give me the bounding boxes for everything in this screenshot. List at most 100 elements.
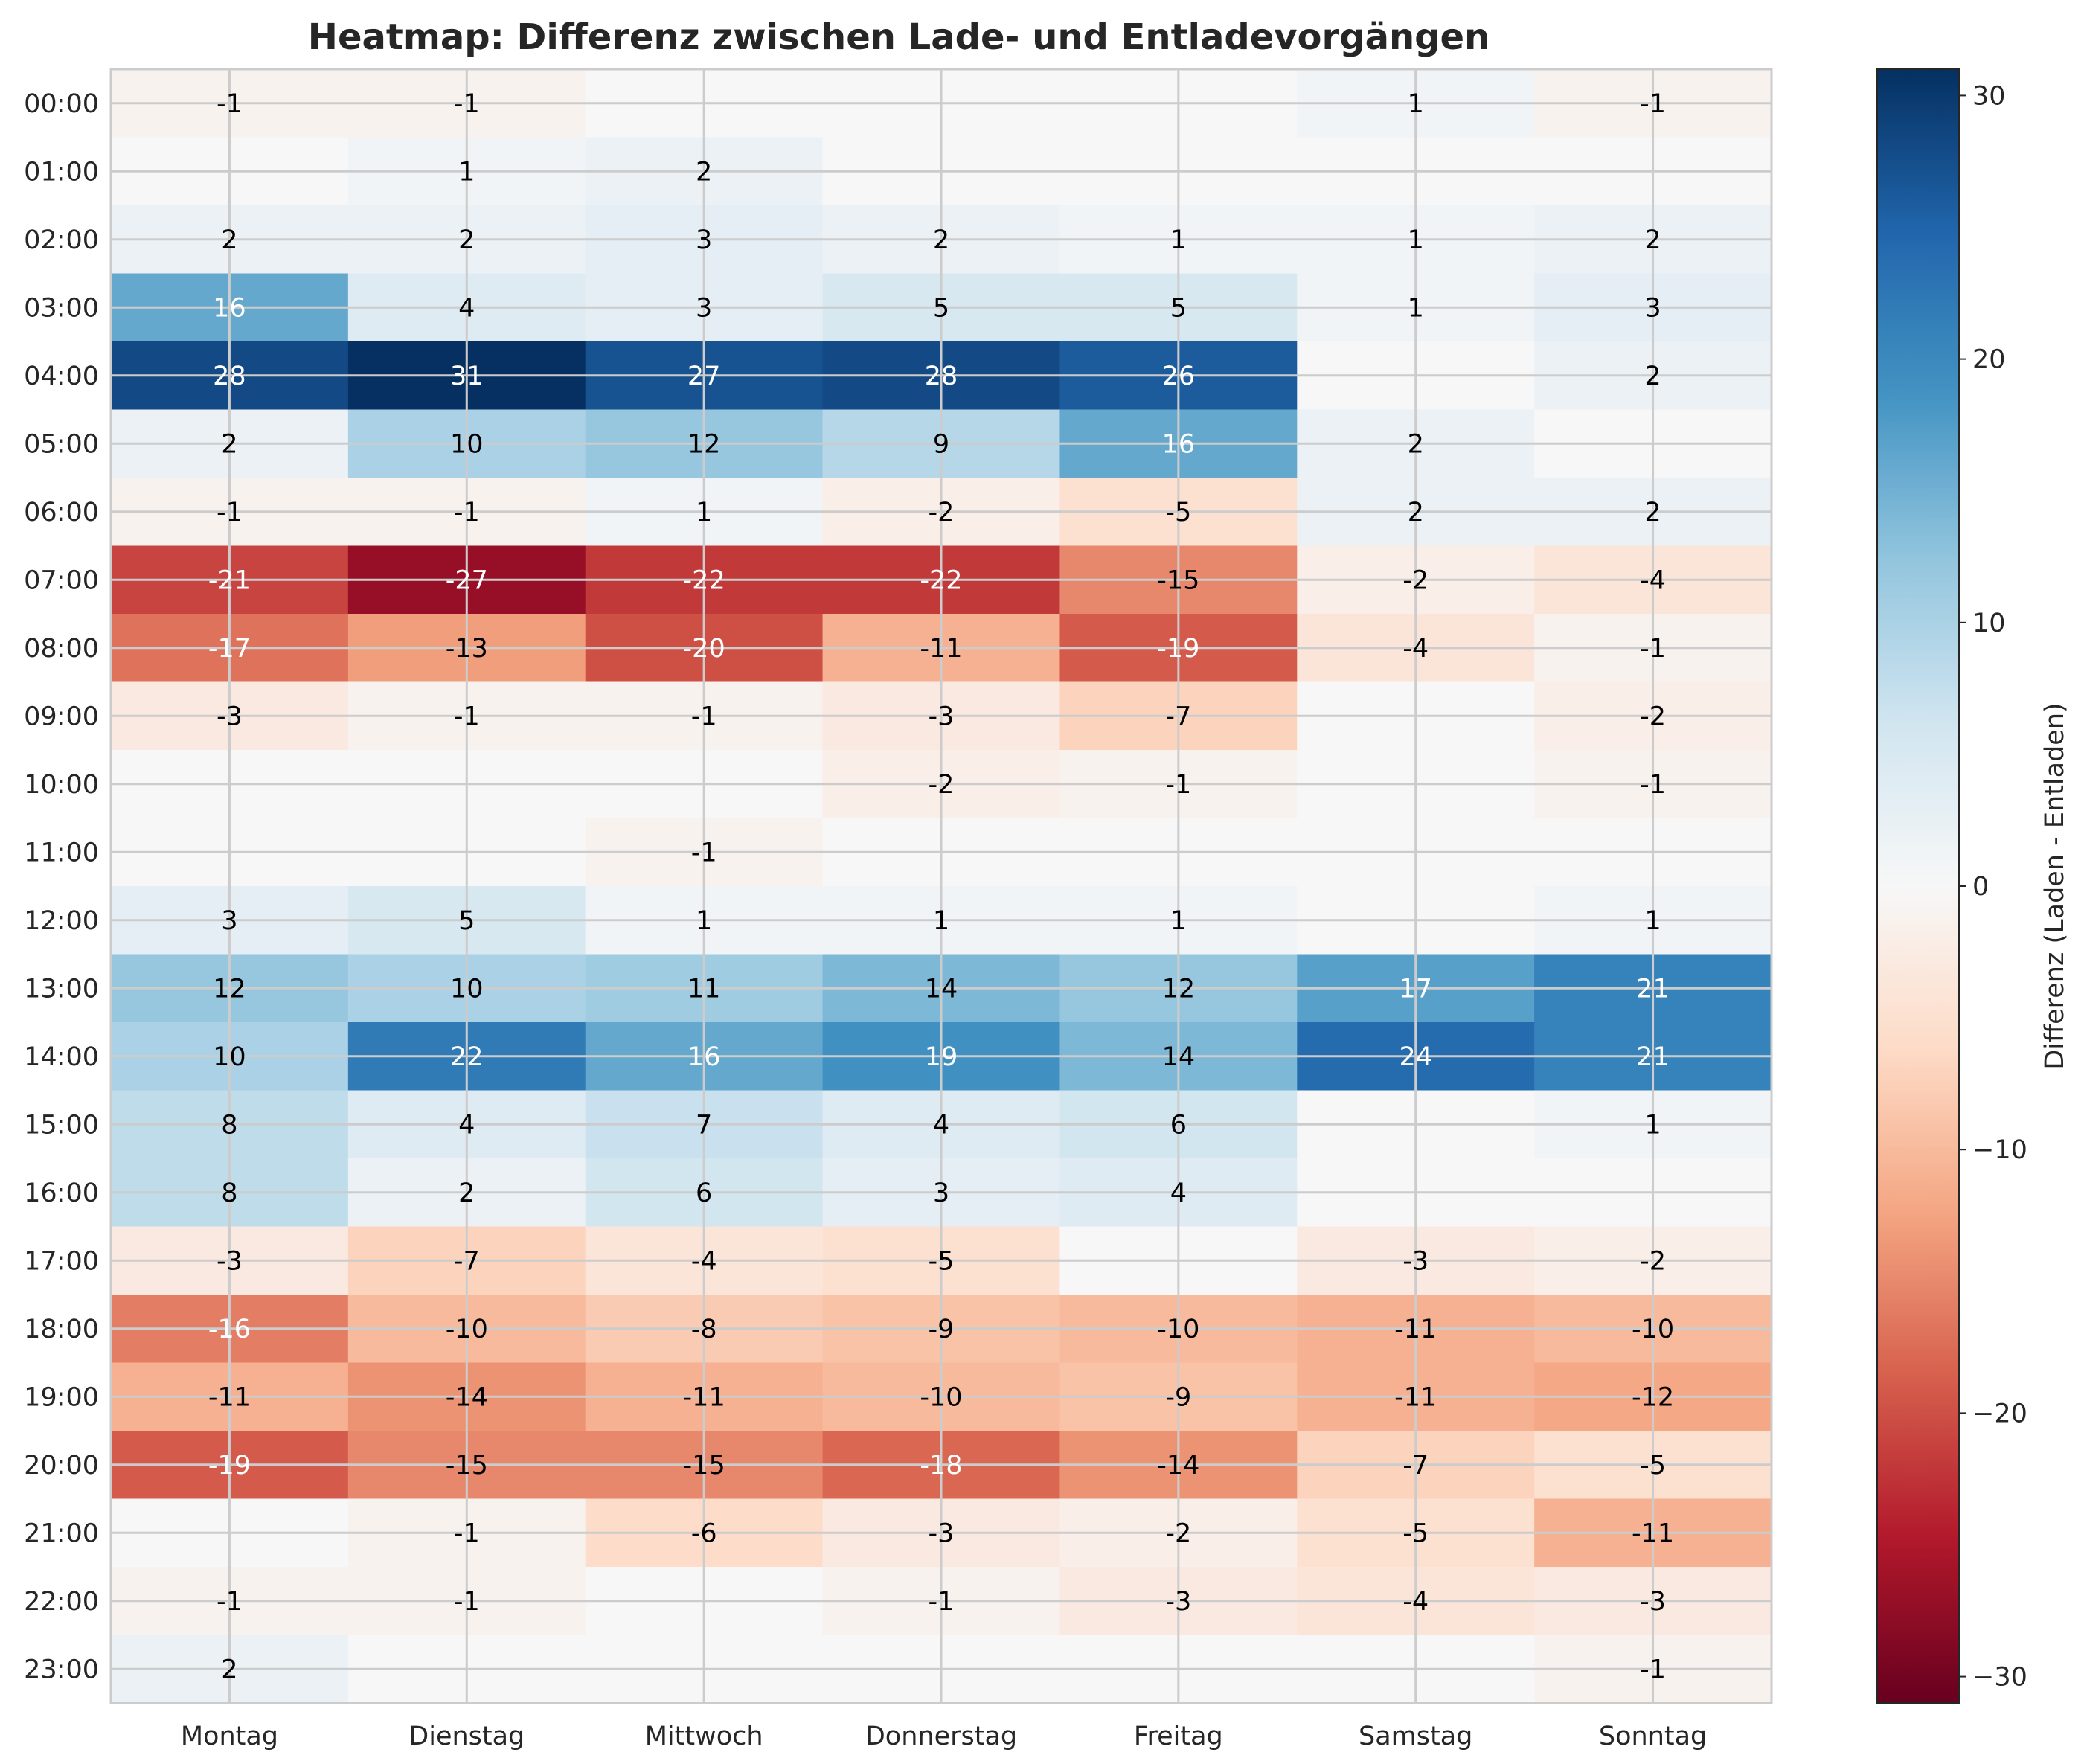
cell-value-label: 14: [925, 974, 958, 1004]
cell-value-label: 22: [450, 1042, 484, 1072]
cell-value-label: -2: [1640, 1246, 1666, 1276]
cell-value-label: -1: [454, 89, 480, 119]
colorbar-tick-label: −30: [1972, 1663, 2027, 1693]
y-tick-label: 21:00: [24, 1518, 99, 1548]
cell-value-label: -1: [454, 702, 480, 731]
cell-value-label: -2: [929, 770, 955, 800]
y-tick-label: 14:00: [24, 1042, 99, 1072]
cell-value-label: 4: [1170, 1178, 1187, 1208]
cell-value-label: 24: [1399, 1042, 1432, 1072]
x-tick-label: Freitag: [1134, 1722, 1223, 1751]
cell-value-label: -1: [1640, 89, 1666, 119]
cell-value-label: -3: [217, 702, 243, 731]
cell-value-label: 2: [1408, 429, 1424, 459]
cell-value-label: -11: [1394, 1315, 1437, 1344]
cell-value-label: 2: [933, 225, 949, 255]
cell-value-label: -1: [217, 498, 243, 527]
cell-value-label: 10: [450, 429, 484, 459]
cell-value-label: 3: [933, 1178, 949, 1208]
y-tick-label: 19:00: [24, 1382, 99, 1412]
cell-value-label: -22: [920, 565, 962, 595]
cell-value-label: 12: [1162, 974, 1196, 1004]
y-tick-label: 01:00: [24, 157, 99, 187]
cell-value-label: -15: [683, 1451, 725, 1481]
cell-value-label: -10: [1157, 1315, 1199, 1344]
cell-value-label: -5: [1165, 498, 1191, 527]
cell-value-label: 1: [1170, 225, 1187, 255]
cell-value-label: 16: [1162, 429, 1196, 459]
colorbar-tick-label: 10: [1972, 609, 2006, 638]
cell-value-label: -2: [1165, 1518, 1191, 1548]
cell-value-label: -19: [1157, 634, 1199, 664]
x-tick-label: Mittwoch: [645, 1722, 763, 1751]
cell-value-label: -21: [208, 565, 251, 595]
cell-value-label: -14: [1157, 1451, 1199, 1481]
y-tick-label: 09:00: [24, 702, 99, 731]
y-tick-label: 23:00: [24, 1655, 99, 1684]
y-tick-label: 13:00: [24, 974, 99, 1004]
cell-value-label: -1: [1640, 634, 1666, 664]
cell-value-label: 5: [1170, 293, 1187, 323]
cell-value-label: 16: [687, 1042, 721, 1072]
cell-value-label: 8: [221, 1110, 237, 1140]
y-tick-label: 17:00: [24, 1246, 99, 1276]
cell-value-label: 1: [458, 157, 475, 187]
cell-value-label: -22: [683, 565, 725, 595]
cell-value-label: 5: [458, 906, 475, 936]
cell-value-label: -14: [446, 1382, 488, 1412]
cell-value-label: -4: [1402, 1587, 1429, 1617]
cell-value-label: -4: [1640, 565, 1666, 595]
colorbar-tick-label: 0: [1972, 872, 1989, 902]
cell-value-label: 3: [221, 906, 237, 936]
cell-value-label: 2: [221, 1655, 237, 1684]
colorbar-tick-label: −20: [1972, 1399, 2027, 1428]
cell-value-label: 5: [933, 293, 949, 323]
cell-value-label: -1: [454, 1518, 480, 1548]
chart-title: Heatmap: Differenz zwischen Lade- und En…: [308, 16, 1490, 58]
cell-value-label: -1: [454, 498, 480, 527]
cell-value-label: 28: [213, 362, 246, 391]
cell-value-label: -9: [1165, 1382, 1191, 1412]
cell-value-label: -16: [208, 1315, 251, 1344]
cell-value-label: -19: [208, 1451, 251, 1481]
cell-value-label: -1: [929, 1587, 955, 1617]
cell-value-label: -10: [920, 1382, 962, 1412]
cell-value-label: -4: [691, 1246, 717, 1276]
cell-value-label: -3: [929, 1518, 955, 1548]
cell-value-label: 2: [1644, 498, 1661, 527]
colorbar-ticks: 30 20 10 0 −10 −20 −30: [1959, 81, 2027, 1693]
cell-value-label: -3: [1165, 1587, 1191, 1617]
cell-value-label: 1: [1408, 293, 1424, 323]
cell-value-label: -7: [1402, 1451, 1429, 1481]
cell-value-label: 2: [1408, 498, 1424, 527]
cell-value-label: 26: [1162, 362, 1196, 391]
y-tick-label: 18:00: [24, 1315, 99, 1344]
cell-value-label: -18: [920, 1451, 962, 1481]
cell-value-label: 14: [1162, 1042, 1196, 1072]
cell-value-label: -1: [691, 838, 717, 867]
y-tick-label: 05:00: [24, 429, 99, 459]
cell-value-label: -1: [217, 1587, 243, 1617]
x-tick-label: Dienstag: [408, 1722, 525, 1751]
cell-value-label: 4: [933, 1110, 949, 1140]
y-tick-label: 07:00: [24, 565, 99, 595]
cell-value-label: -4: [1402, 634, 1429, 664]
cell-value-label: 1: [696, 906, 712, 936]
cell-value-label: -1: [1640, 770, 1666, 800]
cell-value-label: 8: [221, 1178, 237, 1208]
cell-value-label: 2: [221, 429, 237, 459]
y-tick-label: 20:00: [24, 1451, 99, 1481]
y-tick-label: 06:00: [24, 498, 99, 527]
cell-value-label: -2: [1402, 565, 1429, 595]
cell-labels: -1 -1 1 -11 22 2 3 2 1 1 216 4 3 5 5 1 328 31 27 28 26 22 10 12…: [208, 89, 1674, 1685]
cell-value-label: -20: [683, 634, 725, 664]
x-tick-label: Montag: [181, 1722, 278, 1751]
cell-value-label: -3: [217, 1246, 243, 1276]
y-tick-label: 02:00: [24, 225, 99, 255]
cell-value-label: 16: [213, 293, 246, 323]
cell-value-label: 11: [687, 974, 721, 1004]
cell-value-label: -1: [454, 1587, 480, 1617]
y-tick-label: 00:00: [24, 89, 99, 119]
cell-value-label: 1: [1644, 906, 1661, 936]
cell-value-label: 1: [1408, 89, 1424, 119]
